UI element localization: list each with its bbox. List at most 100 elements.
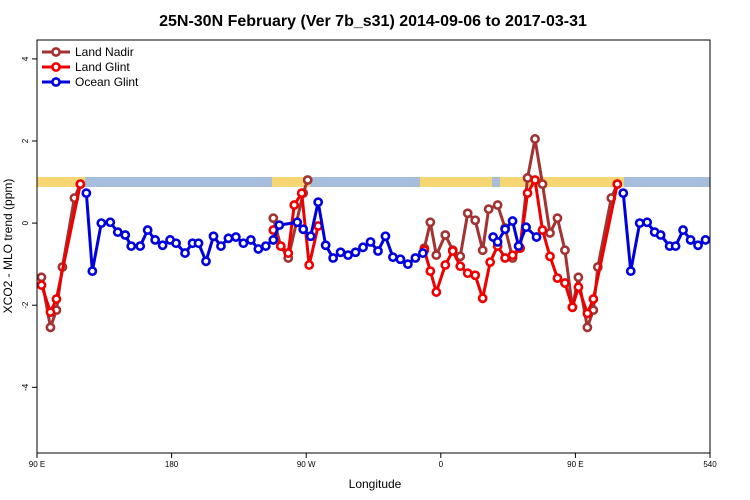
point xyxy=(530,175,540,185)
point xyxy=(700,235,711,245)
point xyxy=(275,241,286,251)
point xyxy=(492,200,503,210)
point xyxy=(440,260,451,270)
point xyxy=(582,308,593,319)
point xyxy=(223,233,234,244)
point xyxy=(625,266,636,277)
point xyxy=(470,270,481,281)
point xyxy=(96,218,107,228)
point xyxy=(142,225,153,235)
point xyxy=(320,240,331,251)
point xyxy=(431,287,442,297)
point xyxy=(253,244,264,254)
y-tick-label: 4 xyxy=(21,56,30,61)
point xyxy=(45,322,56,333)
point xyxy=(447,246,458,256)
legend-marker xyxy=(51,47,61,57)
point xyxy=(513,241,524,251)
point xyxy=(193,238,204,249)
point xyxy=(216,241,226,251)
point xyxy=(545,251,555,262)
point xyxy=(395,254,406,265)
point xyxy=(500,224,511,235)
x-tick-label: 90 W xyxy=(297,460,316,469)
y-tick-label: -2 xyxy=(21,301,30,309)
point xyxy=(470,215,481,226)
chart-title: 25N-30N February (Ver 7b_s31) 2014-09-06… xyxy=(159,13,587,30)
x-tick-label: 180 xyxy=(165,460,179,469)
point xyxy=(302,175,313,185)
point xyxy=(417,248,428,258)
point xyxy=(634,218,645,228)
point xyxy=(208,231,219,242)
point xyxy=(425,217,436,228)
point xyxy=(105,217,116,228)
point xyxy=(507,216,518,226)
x-tick-label: 0 xyxy=(439,460,444,469)
point xyxy=(365,237,376,247)
point xyxy=(231,232,241,242)
point xyxy=(685,235,696,245)
point xyxy=(245,235,256,245)
point xyxy=(537,179,548,189)
point xyxy=(537,225,548,235)
point xyxy=(292,217,303,228)
point xyxy=(313,197,324,208)
point xyxy=(157,240,168,251)
point xyxy=(693,240,703,251)
y-tick-label: 2 xyxy=(21,138,30,143)
point xyxy=(560,278,570,288)
surface-band xyxy=(37,177,710,187)
point xyxy=(582,322,593,333)
point xyxy=(573,272,584,283)
point xyxy=(87,266,98,277)
point xyxy=(492,237,503,247)
legend-marker xyxy=(51,62,61,72)
y-tick-label: 0 xyxy=(21,220,30,225)
point xyxy=(567,302,578,313)
point xyxy=(135,241,146,251)
point xyxy=(51,294,62,304)
point xyxy=(655,230,666,240)
point xyxy=(268,235,279,245)
point xyxy=(612,179,623,189)
point xyxy=(618,188,629,199)
point xyxy=(373,246,383,256)
point xyxy=(573,282,584,293)
point xyxy=(507,250,518,261)
point xyxy=(522,173,533,183)
legend-label: Land Nadir xyxy=(75,45,134,59)
point xyxy=(283,248,294,258)
point xyxy=(531,232,542,242)
point xyxy=(431,250,442,261)
point xyxy=(296,188,307,199)
point xyxy=(588,294,599,304)
point xyxy=(150,235,161,245)
plot-frame xyxy=(36,39,711,454)
point xyxy=(388,252,398,263)
point xyxy=(343,250,353,261)
point xyxy=(358,242,368,253)
x-tick-label: 540 xyxy=(703,460,717,469)
point xyxy=(670,241,681,251)
point xyxy=(642,217,653,228)
point xyxy=(545,228,555,238)
point xyxy=(440,230,451,240)
point xyxy=(274,220,285,231)
point xyxy=(298,224,309,235)
point xyxy=(112,227,123,238)
point xyxy=(410,253,421,263)
point xyxy=(402,259,413,270)
point xyxy=(678,225,688,235)
x-tick-label: 90 E xyxy=(567,460,583,469)
legend-label: Ocean Glint xyxy=(75,75,139,89)
point xyxy=(552,213,563,224)
point xyxy=(305,231,316,242)
point xyxy=(380,231,391,242)
point xyxy=(75,179,86,189)
y-tick-label: -4 xyxy=(21,383,30,391)
x-axis-label: Longitude xyxy=(349,477,402,491)
point xyxy=(462,208,473,219)
point xyxy=(36,280,47,290)
